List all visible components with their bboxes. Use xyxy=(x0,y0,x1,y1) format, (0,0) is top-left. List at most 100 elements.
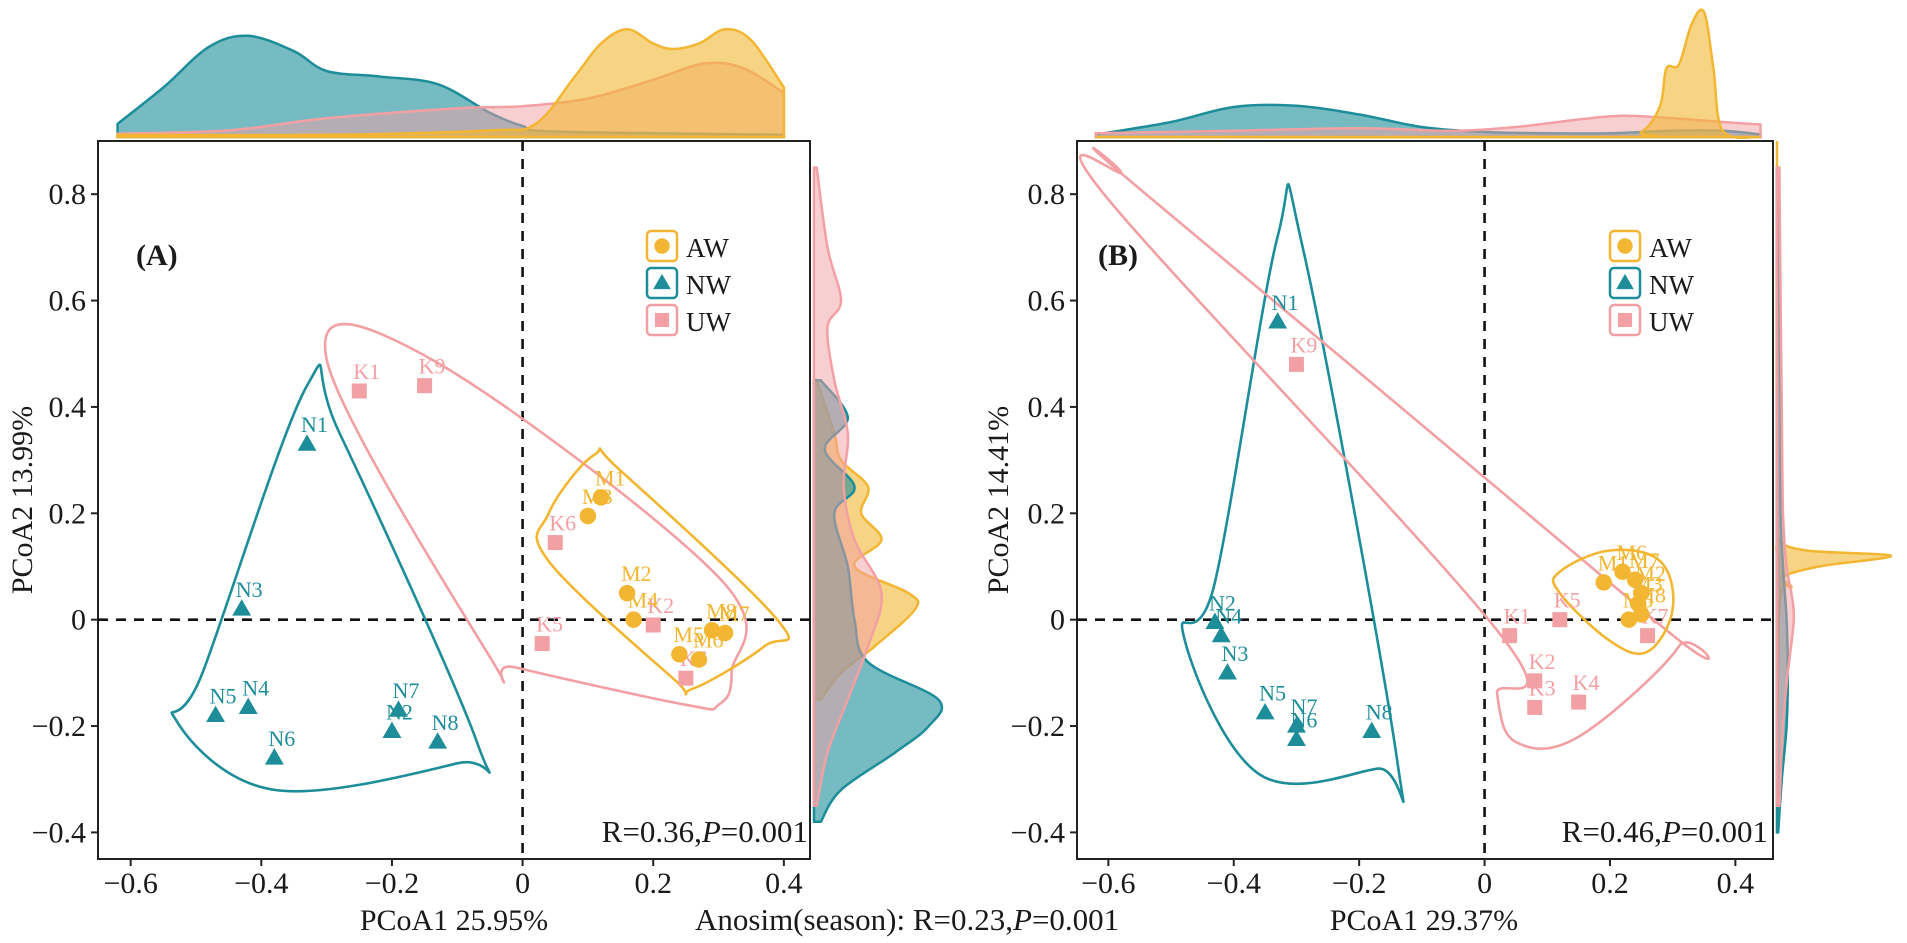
panel-a-point-n7 xyxy=(389,700,408,717)
panel-b-point-label-m6: M6 xyxy=(1617,540,1648,565)
panel-a-point-label-m7: M7 xyxy=(719,601,750,626)
panel-b-y-tick-label: 0.6 xyxy=(1028,285,1066,318)
panel-b-anosim-text: R=0.46,P=0.001 xyxy=(1562,814,1768,849)
panel-a-point-label-m2: M2 xyxy=(621,561,652,586)
panel-a-point-label-n2: N2 xyxy=(386,699,413,724)
panel-b-x-tick-label: −0.2 xyxy=(1332,867,1386,900)
panel-b-legend-label-aw: AW xyxy=(1649,233,1692,263)
panel-a-y-axis-title: PCoA2 13.99% xyxy=(6,406,39,594)
panel-a-point-label-m3: M3 xyxy=(582,484,613,509)
panel-a-side-density-uw xyxy=(812,166,884,808)
panel-a-anosim-prefix: R=0.36, xyxy=(602,814,702,849)
panel-a-point-k5 xyxy=(534,636,550,652)
panel-a-anosim-text: R=0.36,P=0.001 xyxy=(602,814,808,849)
panel-a-point-m5 xyxy=(671,645,688,663)
panel-a-legend-label-nw: NW xyxy=(686,270,731,300)
panel-a: N1N3N5N4N6N7N2N8K1K9K6K5K2K7M1M3M2M4M5M6… xyxy=(6,27,944,937)
panel-b-point-label-k1: K1 xyxy=(1504,604,1531,629)
panel-b-hull-nw xyxy=(1180,182,1405,804)
panel-b-point-label-m7: M7 xyxy=(1629,548,1660,573)
panel-b-x-tick-label: 0.2 xyxy=(1591,867,1629,900)
panel-b-point-label-m1: M1 xyxy=(1598,550,1629,575)
panel-a-point-label-n6: N6 xyxy=(268,726,295,751)
panel-b-point-n8 xyxy=(1362,721,1382,738)
panel-b-point-label-n8: N8 xyxy=(1366,699,1393,724)
panel-a-y-tick-label: −0.4 xyxy=(32,816,86,849)
panel-b-plot-area xyxy=(1076,140,1774,860)
panel-a-x-tick-label: 0.4 xyxy=(765,867,803,900)
panel-b-hull-aw xyxy=(1551,548,1675,656)
panel-b-y-tick-label: −0.4 xyxy=(1011,816,1065,849)
panel-b-point-n7 xyxy=(1287,716,1306,733)
panel-a-point-n1 xyxy=(297,434,317,451)
panel-a-y-tick-label: −0.2 xyxy=(32,710,86,743)
panel-b-point-k7 xyxy=(1640,628,1656,644)
panel-b-point-k5 xyxy=(1552,612,1568,628)
panel-a-point-label-m8: M8 xyxy=(706,598,737,623)
panel-b-point-k1 xyxy=(1502,628,1518,644)
panel-b-anosim-prefix: R=0.46, xyxy=(1562,814,1662,849)
panel-a-point-label-m1: M1 xyxy=(595,465,626,490)
panel-a-point-label-m4: M4 xyxy=(628,588,659,613)
panel-a-y-tick-label: 0.4 xyxy=(49,391,87,424)
panel-b-y-tick-label: 0.4 xyxy=(1028,391,1066,424)
panel-a-point-label-m5: M5 xyxy=(673,622,704,647)
panel-a-point-label-k9: K9 xyxy=(419,354,446,379)
panel-a-point-m4 xyxy=(625,611,642,628)
panel-b-point-k4 xyxy=(1571,694,1587,710)
anosim-season-suffix: =0.001 xyxy=(1032,902,1119,937)
panel-b-point-label-m8: M8 xyxy=(1635,582,1666,607)
panel-b-legend-marker-uw xyxy=(1618,313,1632,327)
panel-a-point-n2 xyxy=(382,721,402,738)
panel-b-anosim-p-symbol: P xyxy=(1661,814,1681,849)
panel-a-legend-marker-aw xyxy=(654,238,670,254)
panel-b-point-label-k3: K3 xyxy=(1529,675,1556,700)
panel-a-point-m8 xyxy=(703,622,721,639)
panel-b-side-density xyxy=(1775,140,1893,834)
panel-a-point-k6 xyxy=(547,535,563,551)
panel-a-axes: −0.6 −0.4 −0.2 0 0.2 0.4 −0.4 −0.2 0 0.2 0.4 0.6 0.8 xyxy=(32,178,803,900)
panel-a-point-n5 xyxy=(206,705,226,723)
panel-a-y-tick-label: 0.2 xyxy=(49,497,87,530)
panel-a-top-density xyxy=(116,27,786,139)
panel-a-point-label-k6: K6 xyxy=(549,511,576,536)
panel-b-point-label-n1: N1 xyxy=(1272,290,1299,315)
panel-b-point-m1 xyxy=(1595,574,1612,591)
panel-a-points: N1N3N5N4N6N7N2N8K1K9K6K5K2K7M1M3M2M4M5M6… xyxy=(206,354,750,765)
panel-a-point-n6 xyxy=(264,748,284,765)
panel-a-x-tick-label: −0.4 xyxy=(234,867,288,900)
panel-b-point-label-k5: K5 xyxy=(1554,588,1581,613)
panel-a-side-density xyxy=(812,166,944,824)
panel-b-point-n4 xyxy=(1211,625,1231,643)
panel-a-point-n3 xyxy=(232,599,252,616)
panel-b-hull-uw xyxy=(1078,146,1711,750)
panel-a-point-n4 xyxy=(238,697,258,715)
panel-b-y-tick-label: 0.2 xyxy=(1028,497,1066,530)
panel-b-legend-label-uw: UW xyxy=(1649,307,1694,337)
panel-b-x-axis-title: PCoA1 29.37% xyxy=(1330,904,1518,937)
anosim-season-prefix: Anosim(season): R=0.23, xyxy=(695,902,1013,937)
panel-b-point-label-m3: M3 xyxy=(1632,572,1663,597)
panel-a-point-label-n1: N1 xyxy=(301,412,328,437)
panel-a-point-k9 xyxy=(417,378,433,394)
panel-b-top-density xyxy=(1094,8,1762,140)
panel-a-x-tick-label: −0.6 xyxy=(103,867,157,900)
panel-b-point-n6 xyxy=(1287,729,1306,746)
panel-a-legend-marker-nw xyxy=(653,273,671,290)
panel-b-top-density-aw xyxy=(1095,8,1761,140)
panel-a-point-m2 xyxy=(618,584,636,602)
anosim-season-p-symbol: P xyxy=(1012,902,1032,937)
panel-a-hull-aw xyxy=(535,447,791,696)
panel-b-legend-marker-nw xyxy=(1616,273,1634,290)
panel-b-point-n3 xyxy=(1218,663,1237,680)
panel-a-point-m3 xyxy=(579,507,597,525)
panel-b-x-tick-label: −0.6 xyxy=(1081,867,1135,900)
panel-b-x-tick-label: −0.4 xyxy=(1207,867,1261,900)
panel-a-y-tick-label: 0.8 xyxy=(49,178,87,211)
panel-a-point-label-n4: N4 xyxy=(242,675,269,700)
panel-a-top-density-aw xyxy=(116,27,786,139)
panel-b-point-n2 xyxy=(1205,612,1225,629)
